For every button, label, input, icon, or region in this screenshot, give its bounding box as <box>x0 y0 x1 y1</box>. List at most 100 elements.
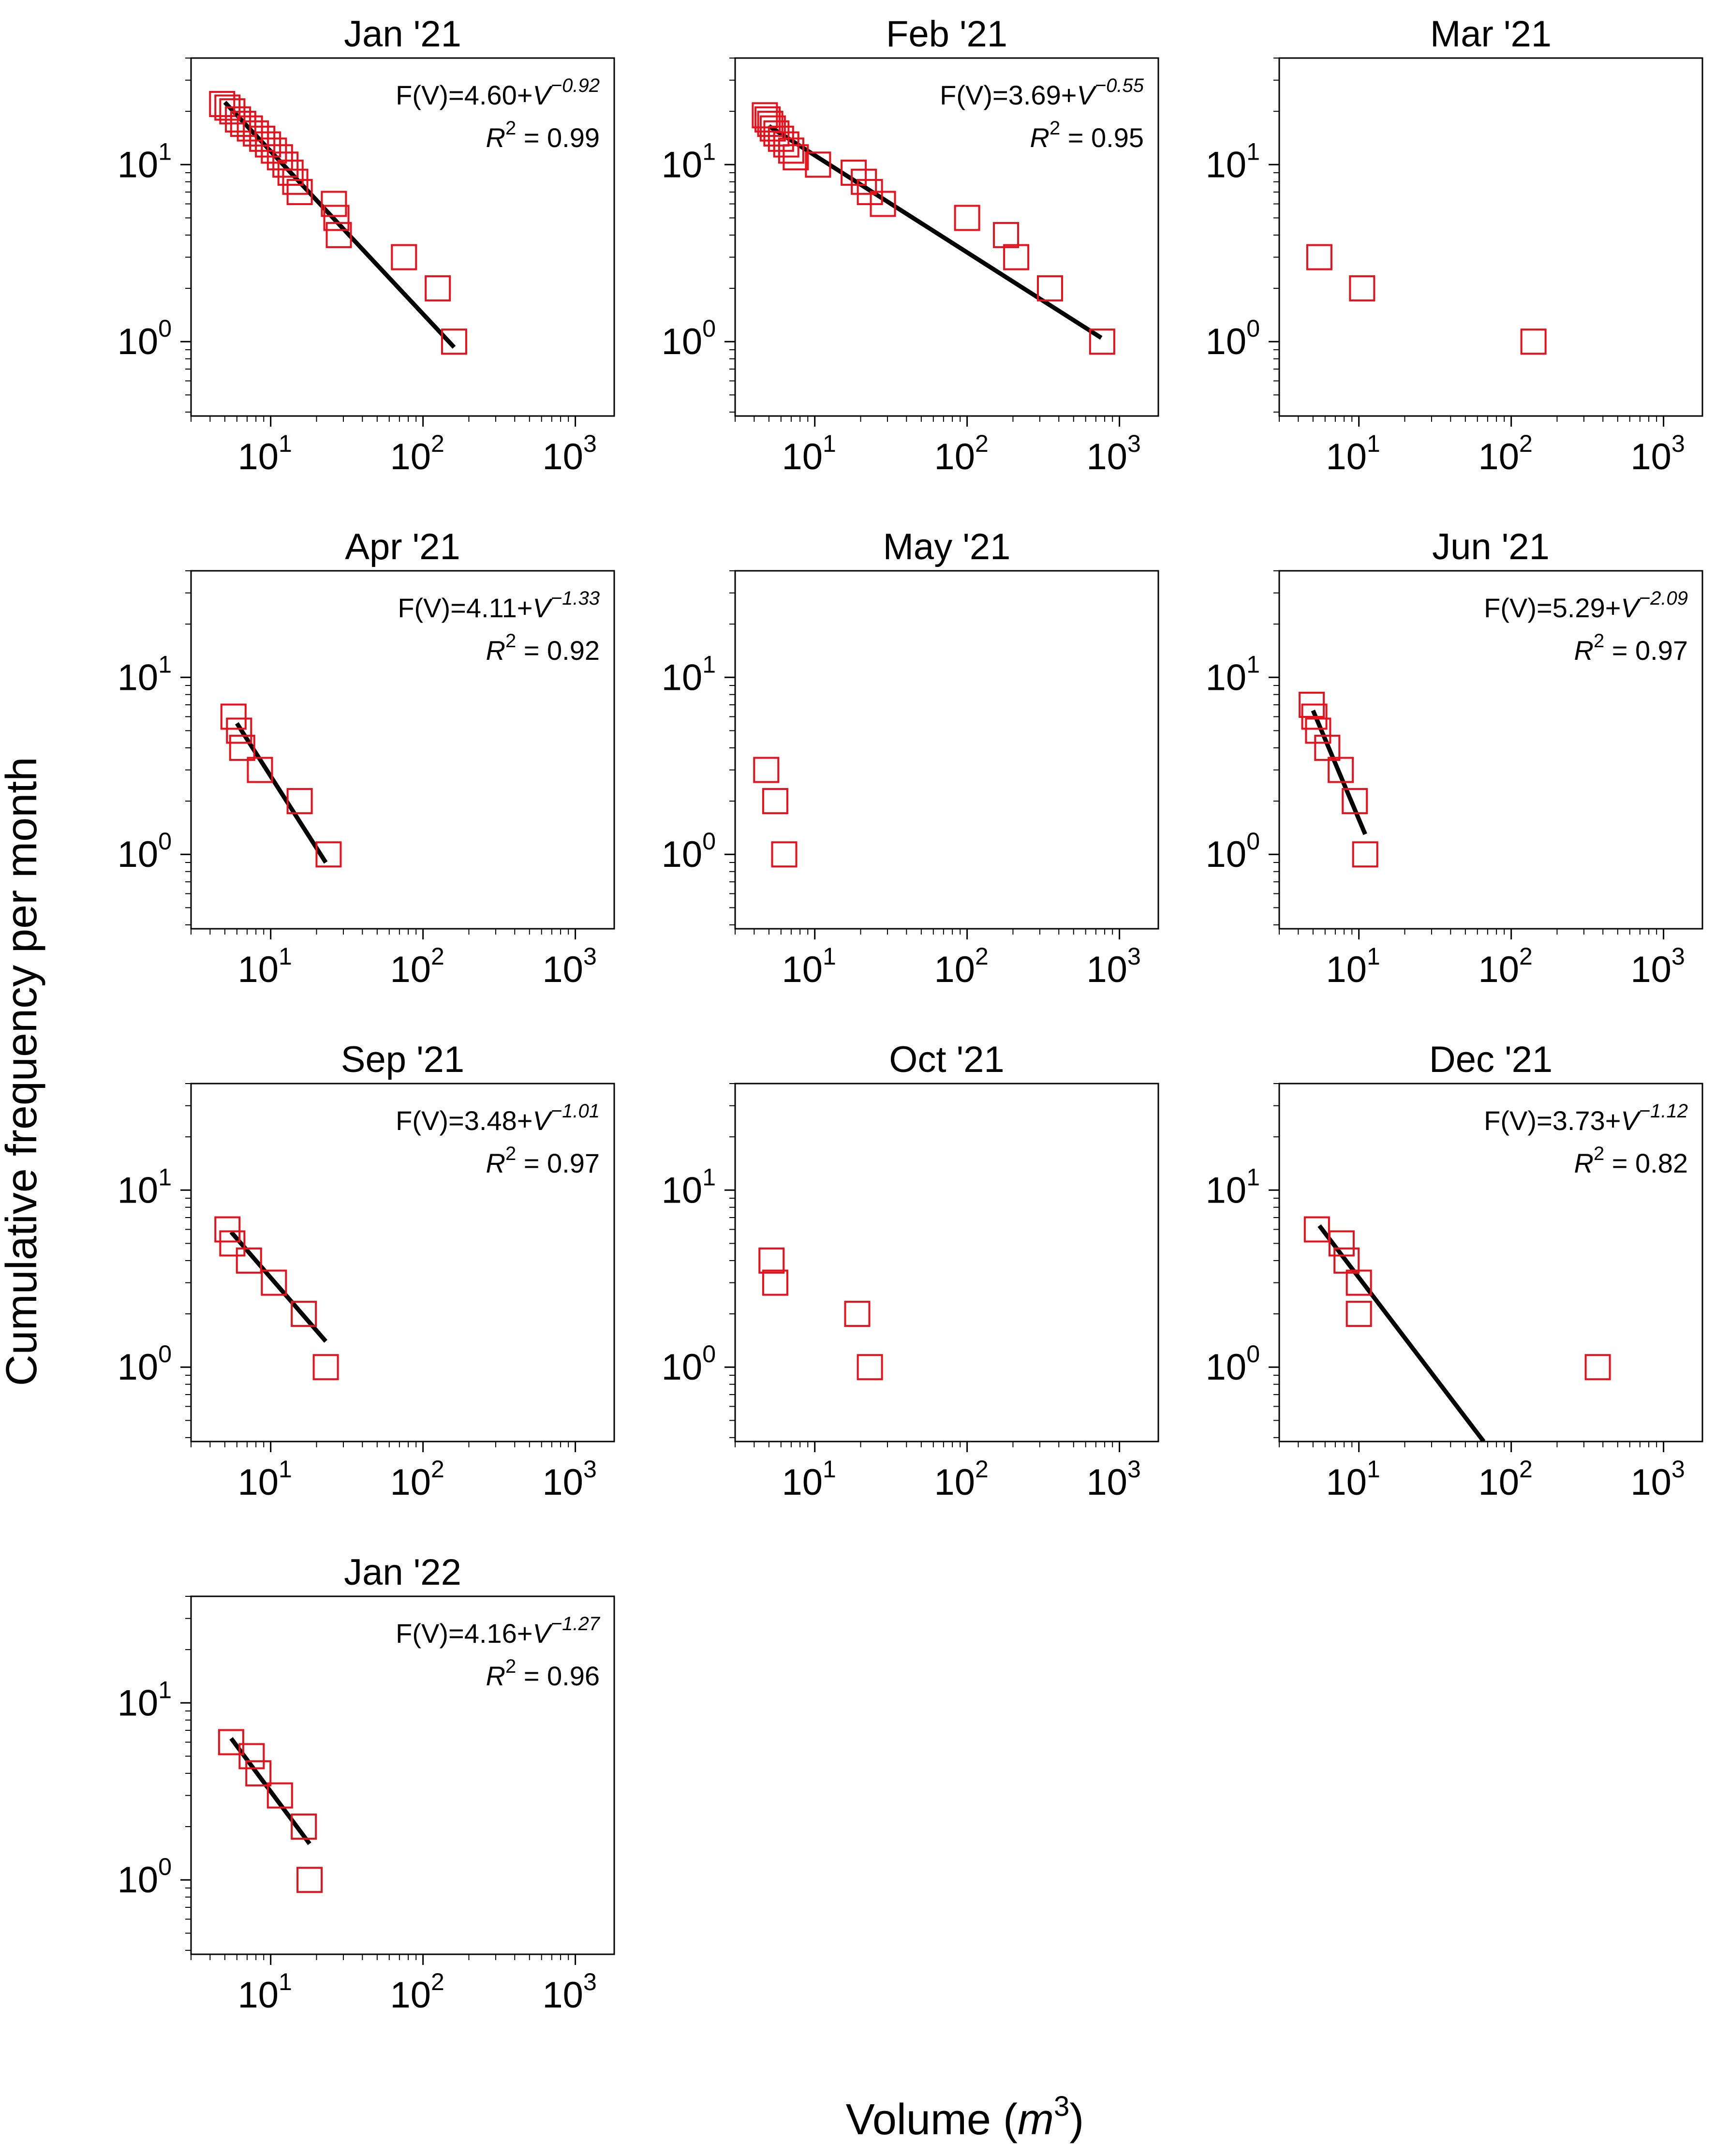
axes-frame <box>1278 570 1703 930</box>
fit-equation-main: F(V)=3.69+ <box>940 80 1077 110</box>
fit-equation-exp: −1.12 <box>1639 1100 1688 1122</box>
data-point <box>757 110 784 137</box>
x-tick-label-base: 10 <box>1326 436 1367 477</box>
data-point <box>229 734 255 761</box>
y-tick-label-base: 10 <box>662 1170 703 1211</box>
r-squared-value: = 0.96 <box>516 1661 600 1691</box>
x-tick-label-exp: 1 <box>823 943 836 970</box>
fit-equation: F(V)=4.60+V−0.92 <box>396 75 600 110</box>
x-tick-label-base: 10 <box>1086 1462 1127 1503</box>
data-point <box>1328 1230 1355 1257</box>
x-tick-label: 102 <box>934 943 988 990</box>
x-tick-label-exp: 3 <box>1671 1456 1685 1483</box>
y-tick-label-base: 10 <box>1206 657 1247 698</box>
x-tick-label: 103 <box>1086 430 1140 477</box>
x-tick-label: 103 <box>542 1456 596 1503</box>
x-tick-label-base: 10 <box>1630 436 1671 477</box>
data-point <box>315 841 342 868</box>
axes-frame <box>1278 57 1703 417</box>
data-point <box>321 191 347 217</box>
y-tick-label: 100 <box>662 315 716 362</box>
fit-equation-var: V <box>1621 1105 1641 1136</box>
data-point <box>325 222 352 248</box>
fit-equation-main: F(V)=4.16+ <box>396 1618 532 1649</box>
y-tick-label: 101 <box>662 138 716 185</box>
x-tick-label-base: 10 <box>1326 949 1367 990</box>
panel-title: May '21 <box>883 526 1011 567</box>
y-tick-label-base: 10 <box>662 657 703 698</box>
fit-line <box>229 1737 311 1845</box>
plot-area <box>1303 1216 1611 1442</box>
plot-area <box>1306 244 1547 355</box>
data-point <box>209 91 236 118</box>
x-tick-label-exp: 3 <box>1671 430 1685 457</box>
axes-frame <box>190 1595 615 1955</box>
fit-line <box>235 722 328 864</box>
data-point <box>1305 717 1331 744</box>
x-tick-label: 103 <box>1630 1456 1685 1503</box>
x-tick-label-exp: 2 <box>431 943 444 970</box>
panel-title: Jun '21 <box>1432 526 1550 567</box>
x-tick-label-base: 10 <box>542 949 583 990</box>
data-point <box>762 1269 788 1296</box>
data-point <box>296 1867 323 1893</box>
data-point <box>841 160 867 186</box>
x-tick-label-base: 10 <box>238 1462 279 1503</box>
x-tick-label: 103 <box>542 430 596 477</box>
x-tick-label-exp: 1 <box>823 430 836 457</box>
y-tick-label-exp: 0 <box>158 1340 172 1368</box>
x-tick-label: 103 <box>1086 943 1140 990</box>
panel-title: Oct '21 <box>889 1039 1004 1080</box>
data-point <box>753 757 780 783</box>
x-tick-label: 101 <box>1326 943 1380 990</box>
x-tick-label-exp: 1 <box>1367 1456 1380 1483</box>
data-point <box>993 222 1020 248</box>
fit-equation-var: V <box>1621 593 1641 623</box>
r-squared-exp: 2 <box>505 1656 516 1677</box>
r-squared-label: R <box>1574 635 1593 666</box>
data-point <box>286 788 313 815</box>
y-tick-label-exp: 0 <box>1246 1340 1260 1368</box>
r-squared: R2 = 0.96 <box>486 1656 600 1691</box>
x-tick-label-exp: 2 <box>431 1456 444 1483</box>
r-squared-value: = 0.97 <box>516 1148 600 1178</box>
panel-title: Mar '21 <box>1430 14 1552 55</box>
data-point <box>1089 328 1115 355</box>
y-tick-label: 101 <box>1206 1163 1260 1211</box>
data-point <box>1345 1269 1372 1296</box>
data-point <box>1520 328 1547 355</box>
y-tick-label-exp: 1 <box>702 138 716 165</box>
r-squared: R2 = 0.82 <box>1574 1143 1688 1178</box>
y-tick-label-exp: 0 <box>702 828 716 855</box>
data-point <box>1584 1354 1611 1381</box>
data-point <box>1303 1216 1330 1243</box>
fit-equation-main: F(V)=3.73+ <box>1484 1105 1621 1136</box>
x-tick-label-base: 10 <box>390 949 431 990</box>
y-tick-label-base: 10 <box>1206 144 1247 185</box>
r-squared-label: R <box>486 1148 505 1178</box>
x-tick-label: 103 <box>1630 943 1685 990</box>
x-tick-label-exp: 1 <box>279 1456 292 1483</box>
x-tick-label-exp: 3 <box>1127 1456 1141 1483</box>
x-tick-label: 101 <box>238 430 292 477</box>
data-point <box>323 205 350 231</box>
x-tick-label: 103 <box>1086 1456 1140 1503</box>
y-tick-label-base: 10 <box>662 144 703 185</box>
y-tick-label: 101 <box>662 1163 716 1211</box>
y-tick-label-exp: 0 <box>158 315 172 342</box>
x-tick-label-exp: 3 <box>583 1456 597 1483</box>
x-tick-label: 102 <box>934 1456 988 1503</box>
data-point <box>763 120 790 147</box>
data-point <box>266 1782 293 1809</box>
r-squared-exp: 2 <box>505 1143 516 1164</box>
x-axis-label-prefix: Volume ( <box>846 2096 1018 2144</box>
y-tick-label-exp: 0 <box>702 315 716 342</box>
x-tick-label: 102 <box>390 943 444 990</box>
data-point <box>762 788 788 815</box>
data-point <box>226 717 252 744</box>
fit-equation-main: F(V)=3.48+ <box>396 1105 532 1136</box>
y-tick-label-exp: 1 <box>702 1163 716 1190</box>
x-tick-label-exp: 2 <box>1519 943 1533 970</box>
x-tick-label-base: 10 <box>1086 949 1127 990</box>
